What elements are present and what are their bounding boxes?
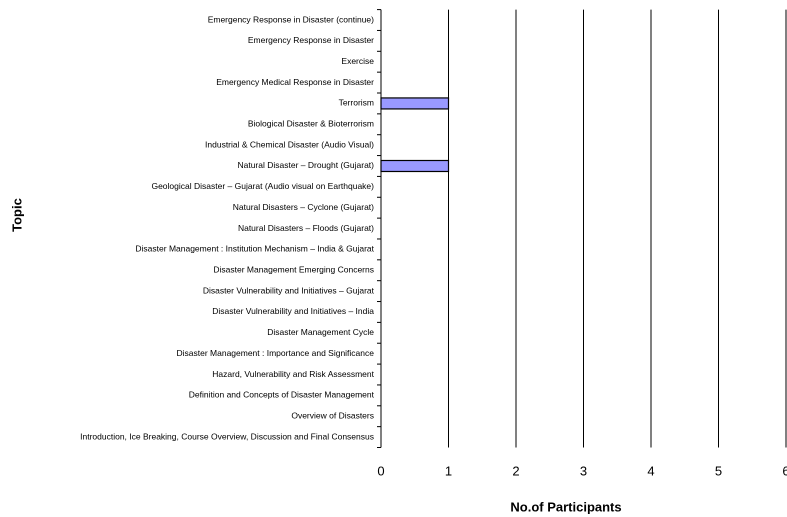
y-tick-label: Natural Disaster – Drought (Gujarat) xyxy=(237,160,374,170)
y-tick-label: Emergency Response in Disaster xyxy=(248,35,374,45)
y-tick-label: Hazard, Vulnerability and Risk Assessmen… xyxy=(212,369,374,379)
y-tick-label: Disaster Management : Institution Mechan… xyxy=(135,244,374,254)
y-tick-label: Exercise xyxy=(341,56,374,66)
x-tick-label: 2 xyxy=(512,463,519,478)
y-tick-label: Biological Disaster & Bioterrorism xyxy=(248,119,374,129)
bar xyxy=(380,159,450,173)
y-tick-label: Overview of Disasters xyxy=(291,410,374,420)
y-tick-label: Geological Disaster – Gujarat (Audio vis… xyxy=(151,181,374,191)
x-tick-label: 5 xyxy=(715,463,722,478)
y-tick-label: Natural Disasters – Floods (Gujarat) xyxy=(238,223,374,233)
y-axis-title: Topic xyxy=(9,198,24,232)
y-tick-label: Disaster Management : Importance and Sig… xyxy=(177,348,375,358)
x-tick-label: 0 xyxy=(377,463,384,478)
y-tick-label: Emergency Medical Response in Disaster xyxy=(216,77,374,87)
x-tick-label: 3 xyxy=(580,463,587,478)
y-tick-label: Disaster Management Emerging Concerns xyxy=(213,265,374,275)
y-tick-label: Emergency Response in Disaster (continue… xyxy=(208,14,374,24)
y-tick-label: Introduction, Ice Breaking, Course Overv… xyxy=(80,431,374,441)
x-axis-title: No.of Participants xyxy=(510,499,621,514)
x-tick-label: 6 xyxy=(782,463,787,478)
y-tick-label: Disaster Vulnerability and Initiatives –… xyxy=(212,306,374,316)
bar xyxy=(380,97,450,110)
y-tick-label: Disaster Management Cycle xyxy=(267,327,374,337)
y-tick-label: Disaster Vulnerability and Initiatives –… xyxy=(203,285,375,295)
y-tick-label: Natural Disasters – Cyclone (Gujarat) xyxy=(233,202,374,212)
y-tick-label: Industrial & Chemical Disaster (Audio Vi… xyxy=(205,139,374,149)
y-tick-label: Definition and Concepts of Disaster Mana… xyxy=(189,390,375,400)
x-tick-label: 1 xyxy=(445,463,452,478)
x-tick-label: 4 xyxy=(647,463,654,478)
y-tick-label: Terrorism xyxy=(339,98,374,108)
